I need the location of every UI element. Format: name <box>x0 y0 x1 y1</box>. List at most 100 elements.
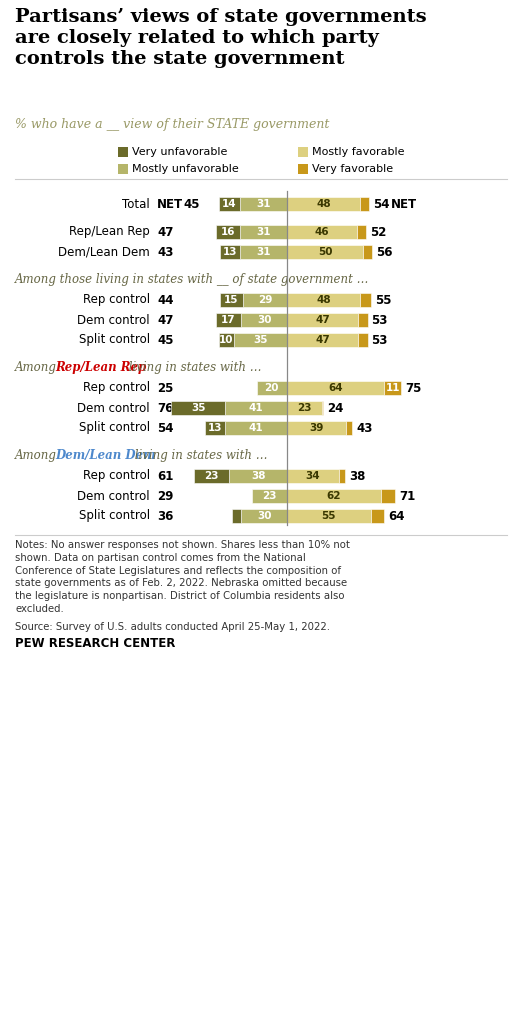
Text: 30: 30 <box>257 512 271 521</box>
Bar <box>224 421 287 435</box>
Text: 64: 64 <box>328 383 343 393</box>
Bar <box>241 509 287 523</box>
Text: Split control: Split control <box>79 509 150 523</box>
Text: 43: 43 <box>157 246 173 259</box>
Text: NET: NET <box>157 197 183 211</box>
Text: Dem/Lean Dem: Dem/Lean Dem <box>55 449 156 462</box>
Text: NET: NET <box>391 197 417 211</box>
Text: 23: 23 <box>205 471 219 481</box>
Text: 47: 47 <box>315 335 330 345</box>
Bar <box>298 164 308 174</box>
Text: Dem control: Dem control <box>77 489 150 502</box>
Text: 13: 13 <box>208 422 222 433</box>
Text: 10: 10 <box>219 335 233 345</box>
Text: Rep control: Rep control <box>83 470 150 483</box>
Text: 35: 35 <box>191 403 205 413</box>
Text: 39: 39 <box>310 422 324 433</box>
Text: 52: 52 <box>370 225 386 238</box>
Text: 34: 34 <box>305 471 320 481</box>
Text: 54: 54 <box>373 197 389 211</box>
Text: 50: 50 <box>318 247 332 257</box>
Bar <box>298 147 308 157</box>
Bar <box>384 381 401 395</box>
Bar <box>381 489 395 503</box>
Bar <box>287 225 357 239</box>
Bar <box>232 509 241 523</box>
Bar <box>219 333 234 347</box>
Text: 38: 38 <box>251 471 265 481</box>
Bar <box>194 469 229 483</box>
Text: 55: 55 <box>375 294 391 307</box>
Text: 47: 47 <box>315 315 330 325</box>
Bar <box>322 401 324 415</box>
Bar <box>360 293 371 307</box>
Text: 64: 64 <box>388 509 405 523</box>
Text: 61: 61 <box>157 470 173 483</box>
Text: 30: 30 <box>257 315 271 325</box>
Bar <box>118 164 128 174</box>
Text: Among: Among <box>15 449 61 462</box>
Bar <box>287 333 359 347</box>
Text: Rep control: Rep control <box>83 382 150 395</box>
Text: 45: 45 <box>183 197 199 211</box>
Text: Notes: No answer responses not shown. Shares less than 10% not
shown. Data on pa: Notes: No answer responses not shown. Sh… <box>15 540 350 614</box>
Text: 16: 16 <box>220 227 235 237</box>
Text: Mostly favorable: Mostly favorable <box>312 147 405 157</box>
Bar <box>252 489 287 503</box>
Text: 41: 41 <box>248 422 263 433</box>
Text: 54: 54 <box>157 421 173 435</box>
Text: Total: Total <box>122 197 150 211</box>
Bar <box>243 293 287 307</box>
Text: 71: 71 <box>399 489 415 502</box>
Bar <box>371 509 384 523</box>
Text: 20: 20 <box>265 383 279 393</box>
Text: 41: 41 <box>248 403 263 413</box>
Text: 45: 45 <box>157 333 173 347</box>
Bar <box>360 197 369 211</box>
Text: Split control: Split control <box>79 421 150 435</box>
Text: Mostly unfavorable: Mostly unfavorable <box>132 164 239 174</box>
Text: living in states with …: living in states with … <box>125 361 262 374</box>
Bar <box>287 421 346 435</box>
Text: 31: 31 <box>256 227 271 237</box>
Text: Dem/Lean Dem: Dem/Lean Dem <box>58 246 150 259</box>
Bar <box>287 469 339 483</box>
Bar <box>287 401 322 415</box>
Text: 75: 75 <box>405 382 421 395</box>
Bar <box>234 333 287 347</box>
Bar <box>257 381 287 395</box>
Text: Among: Among <box>15 361 61 374</box>
Bar <box>363 244 372 259</box>
Bar <box>224 401 287 415</box>
Bar <box>118 147 128 157</box>
Text: 47: 47 <box>157 225 173 238</box>
Text: living in states with …: living in states with … <box>131 449 267 462</box>
Bar <box>241 313 287 327</box>
Text: Dem control: Dem control <box>77 401 150 414</box>
Text: 14: 14 <box>222 199 236 209</box>
Bar <box>357 225 366 239</box>
Text: Source: Survey of U.S. adults conducted April 25-May 1, 2022.: Source: Survey of U.S. adults conducted … <box>15 622 330 632</box>
Text: 11: 11 <box>385 383 400 393</box>
Text: % who have a __ view of their STATE government: % who have a __ view of their STATE gove… <box>15 118 329 131</box>
Text: 62: 62 <box>327 491 341 501</box>
Bar <box>205 421 224 435</box>
Text: 13: 13 <box>223 247 238 257</box>
Bar <box>287 381 384 395</box>
Text: Partisans’ views of state governments
are closely related to which party
control: Partisans’ views of state governments ar… <box>15 8 426 68</box>
Text: 43: 43 <box>357 421 373 435</box>
Bar <box>287 313 359 327</box>
Bar <box>216 225 240 239</box>
Bar <box>172 401 224 415</box>
Text: 47: 47 <box>157 313 173 326</box>
Text: 31: 31 <box>256 247 271 257</box>
Text: 23: 23 <box>297 403 312 413</box>
Text: 56: 56 <box>376 246 393 259</box>
Bar <box>287 489 381 503</box>
Text: 76: 76 <box>157 401 173 414</box>
Text: 15: 15 <box>224 295 239 305</box>
Bar <box>339 469 345 483</box>
Bar <box>219 197 240 211</box>
Text: Rep control: Rep control <box>83 294 150 307</box>
Text: 44: 44 <box>157 294 173 307</box>
